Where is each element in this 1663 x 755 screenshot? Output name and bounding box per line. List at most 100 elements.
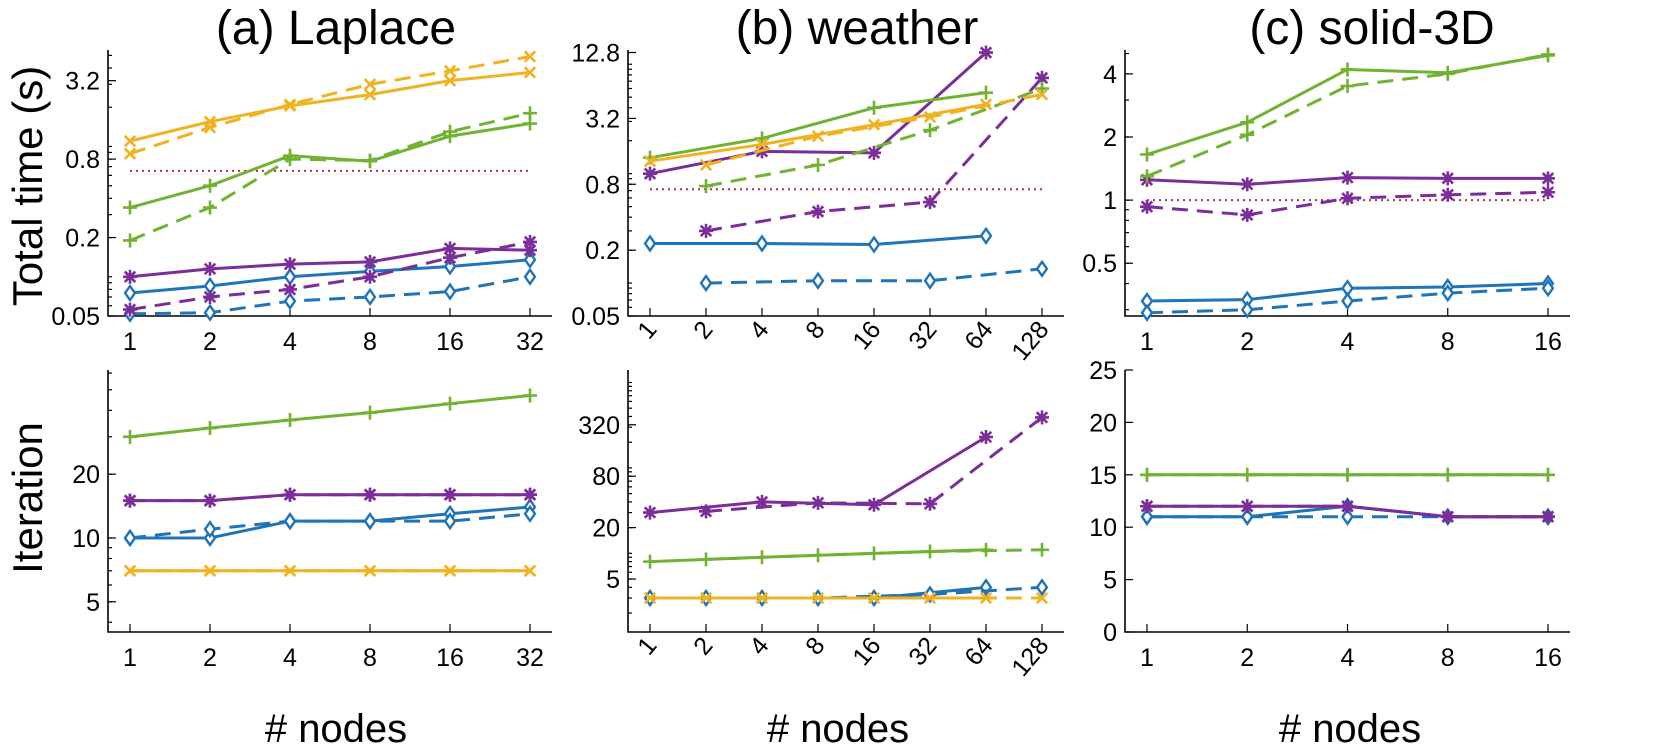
x-tick-label: 8 [363, 644, 377, 672]
x-tick-label: 2 [1240, 328, 1254, 356]
series-line-green-dashed [705, 87, 1043, 188]
data-point-blue-dashed [1441, 284, 1455, 303]
series-line-purple-dashed [705, 416, 1043, 513]
y-tick-label: 1 [1103, 187, 1117, 215]
axes [627, 370, 1064, 633]
x-tick-label: 2 [688, 316, 718, 345]
series-line-purple-dashed [129, 240, 531, 312]
data-point-green-solid [123, 429, 137, 444]
data-point-green-solid [523, 388, 537, 403]
data-point-purple-dashed [1240, 207, 1255, 222]
data-point-yellow-solid [363, 88, 377, 101]
data-point-purple-dashed [283, 282, 297, 297]
data-point-green-dashed [1140, 467, 1154, 482]
data-point-blue-solid [283, 267, 297, 286]
series-line-purple-dashed [705, 76, 1044, 233]
data-point-purple-dashed [123, 302, 137, 317]
data-point-blue-dashed [923, 271, 937, 290]
data-point-yellow-dashed [699, 591, 713, 605]
y-axis-label-time: Total time (s) [4, 66, 51, 306]
data-point-yellow-dashed [1035, 591, 1049, 605]
data-point-green-solid [979, 85, 993, 100]
data-point-green-dashed [443, 124, 457, 139]
data-point-purple-dashed [443, 487, 457, 502]
data-point-blue-dashed [203, 303, 217, 322]
series-line-yellow-dashed [705, 92, 1043, 167]
data-point-yellow-dashed [203, 564, 217, 577]
x-tick-label: 2 [688, 632, 718, 661]
x-tick-label: 128 [1006, 632, 1054, 682]
data-point-blue-solid [755, 234, 769, 253]
y-tick-label: 0.05 [571, 303, 620, 331]
x-tick-label: 32 [516, 328, 544, 356]
data-point-blue-dashed [699, 273, 713, 293]
data-point-blue-solid [979, 226, 993, 245]
data-point-purple-dashed [1340, 499, 1355, 514]
data-point-purple-dashed [203, 289, 217, 304]
x-tick-label: 1 [632, 316, 662, 345]
data-point-yellow-dashed [523, 564, 537, 577]
data-point-yellow-solid [755, 138, 769, 151]
data-point-green-dashed [923, 123, 937, 138]
y-tick-label: 320 [578, 412, 620, 440]
series-line-blue-dashed [705, 267, 1043, 285]
data-point-yellow-solid [443, 74, 457, 87]
data-point-purple-solid [1340, 170, 1355, 185]
data-point-blue-dashed [203, 520, 217, 539]
series-line-purple-solid [649, 51, 988, 176]
data-point-yellow-dashed [811, 591, 825, 605]
data-point-green-dashed [1541, 47, 1555, 62]
axes [107, 50, 552, 317]
panel-weather-iteration: 5 20 80 320 1 2 4 8 16 32 64 128 [578, 370, 1064, 682]
data-point-purple-solid [979, 430, 993, 445]
data-point-blue-dashed [523, 267, 537, 286]
x-tick-label: 32 [516, 644, 544, 672]
x-tick-label: 1 [1140, 644, 1154, 672]
data-point-purple-solid [1440, 171, 1455, 186]
data-point-blue-dashed [443, 512, 457, 531]
data-point-blue-dashed [1035, 578, 1049, 597]
data-point-blue-dashed [443, 282, 457, 301]
data-point-purple-dashed [923, 496, 937, 511]
data-point-blue-dashed [1341, 507, 1354, 526]
data-point-purple-dashed [1541, 185, 1555, 200]
data-point-purple-solid [643, 166, 657, 181]
data-point-purple-dashed [123, 493, 137, 508]
data-point-green-solid [203, 178, 217, 193]
data-point-blue-solid [643, 234, 657, 253]
y-tick-label: 20 [1089, 409, 1117, 437]
data-point-blue-solid [523, 250, 537, 269]
series-line-blue-dashed [129, 512, 531, 540]
data-point-green-dashed [283, 152, 297, 167]
data-point-purple-dashed [1140, 499, 1154, 514]
y-tick-label: 10 [1089, 514, 1117, 542]
panel-title-weather: (b) weather [736, 2, 979, 55]
data-point-blue-dashed [1140, 303, 1154, 322]
data-point-green-solid [867, 100, 881, 115]
y-tick-label: 20 [72, 461, 100, 489]
data-point-purple-dashed [283, 487, 297, 502]
y-tick-label: 5 [86, 589, 100, 617]
x-tick-label: 16 [847, 316, 886, 355]
data-point-green-dashed [363, 153, 377, 168]
data-point-yellow-dashed [123, 564, 137, 577]
data-point-purple-dashed [523, 487, 537, 502]
series-line-purple-dashed [130, 493, 530, 503]
data-point-green-dashed [203, 200, 217, 215]
data-point-blue-dashed [1341, 291, 1354, 311]
data-point-green-solid [203, 421, 217, 436]
y-tick-label: 5 [606, 566, 620, 594]
panel-title-solid3d: (c) solid-3D [1249, 2, 1494, 55]
data-point-yellow-solid [123, 134, 137, 148]
data-point-purple-solid [1240, 177, 1255, 192]
data-point-blue-dashed [1541, 279, 1555, 298]
y-axis-label-iteration: Iteration [4, 422, 51, 574]
data-point-yellow-dashed [523, 50, 537, 63]
data-point-purple-solid [979, 45, 993, 60]
data-point-purple-dashed [1240, 499, 1255, 514]
data-point-green-dashed [699, 552, 713, 567]
x-tick-label: 4 [1341, 328, 1355, 356]
y-tick-label: 0 [1103, 619, 1117, 647]
x-tick-label: 128 [1006, 316, 1054, 366]
x-tick-label: 1 [123, 328, 137, 356]
